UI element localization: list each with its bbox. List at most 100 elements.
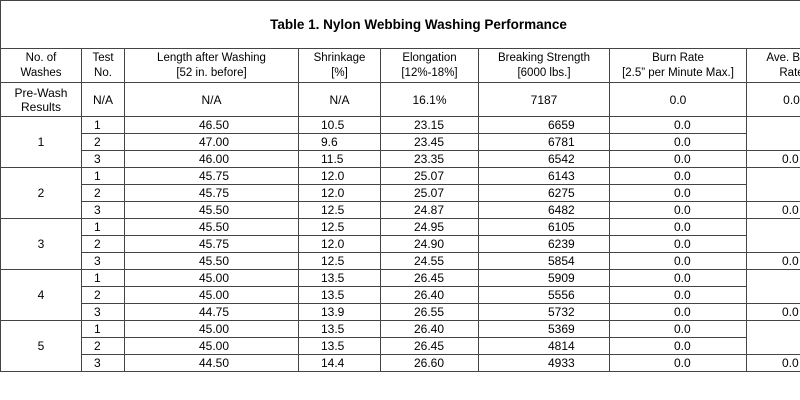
cell-elongation: 25.07 bbox=[380, 184, 479, 202]
table-row: 2 45.75 12.0 24.90 6239 0.0 bbox=[1, 235, 800, 253]
cell-shrinkage: 13.5 bbox=[298, 286, 381, 304]
cell-burn-rate: 0.0 bbox=[609, 303, 747, 321]
prewash-breaking: 7187 bbox=[478, 82, 610, 117]
cell-elongation: 23.35 bbox=[380, 150, 479, 168]
cell-test-no: 1 bbox=[81, 218, 125, 236]
cell-burn-rate: 0.0 bbox=[609, 184, 747, 202]
table-container: Table 1. Nylon Webbing Washing Performan… bbox=[0, 0, 800, 372]
cell-ave-burn-rate: 0.0 bbox=[745, 303, 800, 321]
cell-burn-rate: 0.0 bbox=[609, 235, 747, 253]
table-row: 2 47.00 9.6 23.45 6781 0.0 bbox=[1, 133, 800, 151]
wash-number: 1 bbox=[0, 116, 82, 168]
header-elongation: Elongation [12%-18%] bbox=[380, 48, 479, 83]
cell-shrinkage: 14.4 bbox=[298, 354, 381, 372]
cell-breaking-strength: 5909 bbox=[478, 269, 610, 287]
cell-test-no: 2 bbox=[81, 286, 125, 304]
cell-elongation: 25.07 bbox=[380, 167, 479, 185]
cell-burn-rate: 0.0 bbox=[609, 116, 747, 134]
header-length: Length after Washing [52 in. before] bbox=[124, 48, 299, 83]
table-row: 3 45.50 12.5 24.87 6482 0.0 0.0 bbox=[1, 201, 800, 219]
cell-burn-rate: 0.0 bbox=[609, 320, 747, 338]
table-row: 2 45.00 13.5 26.45 4814 0.0 bbox=[1, 337, 800, 355]
cell-test-no: 3 bbox=[81, 150, 125, 168]
cell-burn-rate: 0.0 bbox=[609, 354, 747, 372]
table-row: 2 45.00 13.5 26.40 5556 0.0 bbox=[1, 286, 800, 304]
cell-ave-burn-rate: 0.0 bbox=[745, 150, 800, 168]
cell-elongation: 23.15 bbox=[380, 116, 479, 134]
cell-elongation: 24.95 bbox=[380, 218, 479, 236]
cell-length: 44.75 bbox=[124, 303, 299, 321]
cell-test-no: 3 bbox=[81, 303, 125, 321]
cell-elongation: 24.55 bbox=[380, 252, 479, 270]
table-row: 4 1 45.00 13.5 26.45 5909 0.0 bbox=[0, 269, 800, 321]
cell-test-no: 3 bbox=[81, 252, 125, 270]
cell-shrinkage: 13.5 bbox=[298, 269, 381, 287]
cell-breaking-strength: 5854 bbox=[478, 252, 610, 270]
cell-shrinkage: 12.0 bbox=[298, 167, 381, 185]
cell-ave-burn-rate: 0.0 bbox=[745, 252, 800, 270]
cell-elongation: 26.40 bbox=[380, 320, 479, 338]
cell-elongation: 26.45 bbox=[380, 337, 479, 355]
cell-length: 45.00 bbox=[124, 337, 299, 355]
cell-length: 45.75 bbox=[124, 184, 299, 202]
cell-breaking-strength: 6781 bbox=[478, 133, 610, 151]
cell-length: 46.50 bbox=[124, 116, 299, 134]
header-washes: No. of Washes bbox=[0, 48, 82, 83]
cell-length: 44.50 bbox=[124, 354, 299, 372]
cell-shrinkage: 12.0 bbox=[298, 184, 381, 202]
header-row: No. of Washes Test No. Length after Washin… bbox=[0, 48, 800, 83]
cell-breaking-strength: 4933 bbox=[478, 354, 610, 372]
wash-number: 3 bbox=[0, 218, 82, 270]
header-burn-rate: Burn Rate [2.5” per Minute Max.] bbox=[609, 48, 747, 83]
cell-length: 45.00 bbox=[124, 286, 299, 304]
wash-number: 4 bbox=[0, 269, 82, 321]
cell-burn-rate: 0.0 bbox=[609, 150, 747, 168]
cell-test-no: 1 bbox=[81, 269, 125, 287]
wash-number: 2 bbox=[0, 167, 82, 219]
cell-burn-rate: 0.0 bbox=[609, 133, 747, 151]
cell-elongation: 26.45 bbox=[380, 269, 479, 287]
cell-ave-burn-rate: 0.0 bbox=[745, 201, 800, 219]
cell-length: 45.00 bbox=[124, 269, 299, 287]
cell-shrinkage: 13.5 bbox=[298, 337, 381, 355]
cell-breaking-strength: 6239 bbox=[478, 235, 610, 253]
cell-breaking-strength: 6275 bbox=[478, 184, 610, 202]
cell-test-no: 2 bbox=[81, 235, 125, 253]
table-row: 3 44.75 13.9 26.55 5732 0.0 0.0 bbox=[1, 303, 800, 321]
cell-shrinkage: 13.9 bbox=[298, 303, 381, 321]
cell-elongation: 26.60 bbox=[380, 354, 479, 372]
cell-shrinkage: 9.6 bbox=[298, 133, 381, 151]
table-row: 3 1 45.50 12.5 24.95 6105 0.0 bbox=[0, 218, 800, 270]
cell-breaking-strength: 6143 bbox=[478, 167, 610, 185]
cell-test-no: 2 bbox=[81, 184, 125, 202]
table-row: 3 45.50 12.5 24.55 5854 0.0 0.0 bbox=[1, 252, 800, 270]
cell-burn-rate: 0.0 bbox=[609, 167, 747, 185]
cell-ave-burn-rate-blank bbox=[745, 218, 800, 253]
header-shrinkage: Shrinkage [%] bbox=[298, 48, 381, 83]
cell-ave-burn-rate: 0.0 bbox=[745, 354, 800, 372]
cell-test-no: 1 bbox=[81, 320, 125, 338]
cell-burn-rate: 0.0 bbox=[609, 286, 747, 304]
prewash-shrinkage: N/A bbox=[298, 82, 381, 117]
table-row: 2 1 45.75 12.0 25.07 6143 0.0 bbox=[0, 167, 800, 219]
prewash-length: N/A bbox=[124, 82, 299, 117]
cell-ave-burn-rate-blank bbox=[745, 167, 800, 202]
table-row: 5 1 45.00 13.5 26.40 5369 0.0 bbox=[0, 320, 800, 372]
cell-test-no: 2 bbox=[81, 337, 125, 355]
cell-elongation: 26.40 bbox=[380, 286, 479, 304]
cell-test-no: 1 bbox=[81, 167, 125, 185]
cell-length: 45.00 bbox=[124, 320, 299, 338]
cell-shrinkage: 12.5 bbox=[298, 252, 381, 270]
cell-breaking-strength: 5369 bbox=[478, 320, 610, 338]
cell-shrinkage: 13.5 bbox=[298, 320, 381, 338]
cell-test-no: 1 bbox=[81, 116, 125, 134]
cell-breaking-strength: 5732 bbox=[478, 303, 610, 321]
header-test-no: Test No. bbox=[81, 48, 125, 83]
cell-test-no: 3 bbox=[81, 354, 125, 372]
cell-length: 47.00 bbox=[124, 133, 299, 151]
cell-length: 45.75 bbox=[124, 235, 299, 253]
cell-elongation: 26.55 bbox=[380, 303, 479, 321]
prewash-label: Pre-Wash Results bbox=[0, 82, 82, 117]
header-breaking-strength: Breaking Strength [6000 lbs.] bbox=[478, 48, 610, 83]
